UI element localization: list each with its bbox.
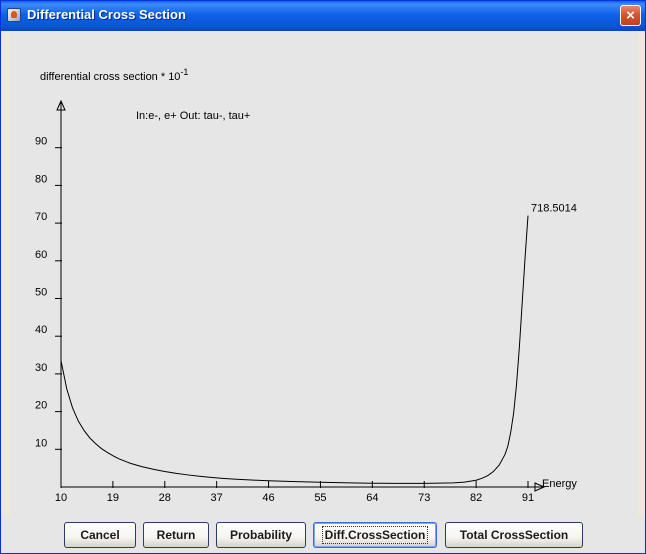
cancel-button-label: Cancel <box>80 528 120 542</box>
chart-marks <box>60 215 529 484</box>
chart-panel: 10 20 30 40 50 60 70 80 90 10 19 28 37 46 55 64 73 82 91 di… <box>11 32 637 516</box>
y-tick-label: 70 <box>35 211 47 223</box>
cancel-button[interactable]: Cancel <box>64 522 136 548</box>
y-tick-label: 20 <box>35 400 47 412</box>
x-tick-label: 28 <box>159 492 171 504</box>
diff-cross-section-button[interactable]: Diff.CrossSection <box>313 522 437 548</box>
y-tick-label: 90 <box>35 136 47 148</box>
x-tick-label: 46 <box>262 492 274 504</box>
x-tick-label: 19 <box>107 492 119 504</box>
x-tick-label: 37 <box>211 492 223 504</box>
diff-cross-section-button-label: Diff.CrossSection <box>321 526 429 544</box>
cross-section-chart: 10 20 30 40 50 60 70 80 90 10 19 28 37 46 55 64 73 82 91 di… <box>35 67 577 504</box>
window-title: Differential Cross Section <box>27 7 186 22</box>
y-axis-arrow-icon <box>56 99 66 111</box>
x-tick-label: 10 <box>55 492 67 504</box>
y-tick-label: 10 <box>35 437 47 449</box>
java-cup-icon <box>7 8 21 22</box>
total-cross-section-button[interactable]: Total CrossSection <box>445 522 583 548</box>
y-tick-label: 60 <box>35 249 47 261</box>
series-line <box>60 215 529 484</box>
probability-button[interactable]: Probability <box>216 522 306 548</box>
chart-axes <box>55 99 546 492</box>
title-bar[interactable]: Differential Cross Section × <box>1 1 645 31</box>
x-tick-label: 55 <box>314 492 326 504</box>
close-button[interactable]: × <box>620 5 641 26</box>
close-icon: × <box>626 7 635 24</box>
y-tick-label: 40 <box>35 324 47 336</box>
button-bar: Cancel Return Probability Diff.CrossSect… <box>1 516 645 553</box>
x-tick-label: 91 <box>522 492 534 504</box>
x-axis-title: Energy <box>542 478 577 490</box>
x-axis-arrow-icon <box>534 482 546 492</box>
chart-annotation: In:e-, e+ Out: tau-, tau+ <box>136 110 250 122</box>
y-tick-label: 80 <box>35 173 47 185</box>
probability-button-label: Probability <box>229 528 292 542</box>
x-tick-label: 73 <box>418 492 430 504</box>
x-tick-label: 82 <box>470 492 482 504</box>
return-button[interactable]: Return <box>143 522 209 548</box>
y-axis-title-exponent: -1 <box>180 67 188 77</box>
return-button-label: Return <box>156 528 196 542</box>
y-tick-label: 30 <box>35 362 47 374</box>
x-tick-label: 64 <box>366 492 378 504</box>
total-cross-section-button-label: Total CrossSection <box>459 528 569 542</box>
peak-value-label: 718.5014 <box>531 203 577 215</box>
y-tick-label: 50 <box>35 287 47 299</box>
chart-labels: 10 20 30 40 50 60 70 80 90 10 19 28 37 46 55 64 73 82 91 di… <box>35 67 577 504</box>
y-axis-title: differential cross section * 10-1 <box>40 67 188 83</box>
